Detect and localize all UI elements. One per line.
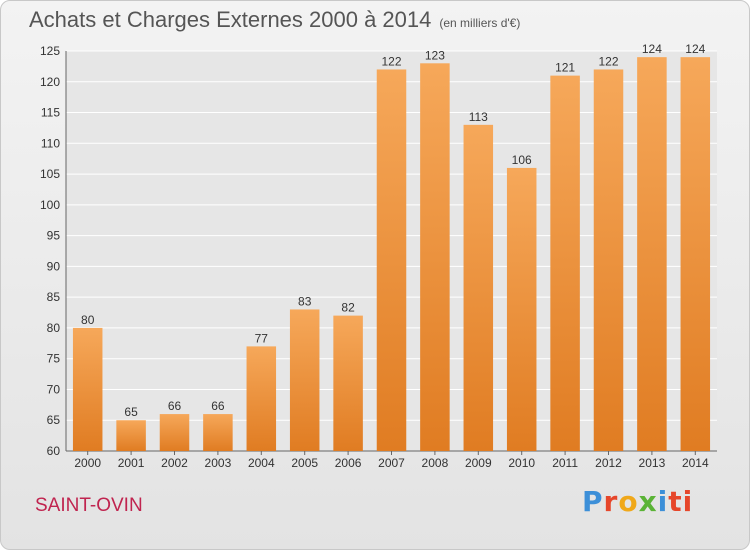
data-label: 124: [642, 42, 662, 56]
data-label: 66: [168, 399, 182, 413]
x-tick-label: 2013: [639, 456, 666, 470]
chart-title-text: Achats et Charges Externes 2000 à 2014: [29, 7, 432, 32]
data-label: 121: [555, 61, 575, 75]
y-tick-label: 120: [40, 75, 60, 89]
x-tick-label: 2010: [508, 456, 535, 470]
data-label: 122: [598, 54, 618, 68]
logo-letter: o: [618, 485, 639, 518]
data-label: 123: [425, 48, 445, 62]
bar: [376, 69, 407, 451]
data-label: 80: [81, 313, 95, 327]
y-tick-label: 115: [41, 106, 60, 120]
logo-letter: i: [657, 485, 669, 518]
bar: [203, 414, 233, 451]
commune-name: SAINT-OVIN: [35, 495, 143, 516]
x-tick-label: 2005: [291, 456, 318, 470]
data-label: 124: [685, 42, 705, 56]
y-tick-label: 100: [40, 198, 60, 212]
chart-title: Achats et Charges Externes 2000 à 2014 (e…: [29, 7, 520, 33]
y-tick-label: 65: [47, 413, 61, 427]
x-tick-label: 2006: [335, 456, 362, 470]
bar: [289, 309, 320, 451]
logo-letter: r: [603, 485, 619, 518]
y-tick-label: 110: [41, 136, 60, 150]
bar: [550, 75, 580, 451]
bar: [246, 346, 277, 451]
y-tick-label: 90: [47, 259, 61, 273]
x-tick-label: 2012: [595, 456, 622, 470]
bar: [463, 124, 494, 451]
data-label: 65: [124, 405, 138, 419]
data-label: 66: [211, 399, 225, 413]
x-tick-label: 2014: [682, 456, 709, 470]
x-tick-label: 2011: [552, 456, 578, 470]
x-tick-label: 2001: [118, 456, 145, 470]
bar: [116, 420, 146, 451]
y-tick-label: 60: [47, 444, 61, 458]
bar: [506, 167, 537, 451]
bar: [680, 57, 711, 452]
x-tick-label: 2004: [248, 456, 275, 470]
y-tick-label: 80: [47, 321, 61, 335]
y-tick-label: 70: [47, 382, 61, 396]
bar: [420, 63, 450, 452]
y-tick-label: 105: [40, 167, 60, 181]
logo-letter: P: [582, 485, 604, 518]
bar: [72, 327, 103, 451]
chart-subtitle: (en milliers d'€): [439, 16, 521, 30]
y-tick-label: 95: [47, 229, 61, 243]
logo-letter: ti: [668, 485, 694, 518]
x-tick-label: 2000: [74, 456, 101, 470]
x-tick-label: 2002: [161, 456, 188, 470]
x-tick-label: 2003: [205, 456, 232, 470]
bar: [159, 414, 190, 451]
proxiti-logo: Proxiti: [582, 485, 693, 518]
data-label: 122: [381, 54, 401, 68]
data-label: 83: [298, 294, 312, 308]
logo-letter: x: [638, 485, 658, 518]
data-label: 77: [255, 331, 269, 345]
bar: [593, 69, 624, 451]
y-tick-label: 125: [40, 44, 60, 58]
y-tick-label: 75: [47, 352, 61, 366]
x-tick-label: 2007: [378, 456, 405, 470]
bar: [637, 57, 667, 452]
x-tick-label: 2008: [422, 456, 449, 470]
data-label: 113: [469, 110, 488, 124]
x-tick-label: 2009: [465, 456, 492, 470]
data-label: 106: [512, 153, 532, 167]
y-tick-label: 85: [47, 290, 61, 304]
data-label: 82: [341, 301, 355, 315]
bar: [333, 315, 363, 451]
